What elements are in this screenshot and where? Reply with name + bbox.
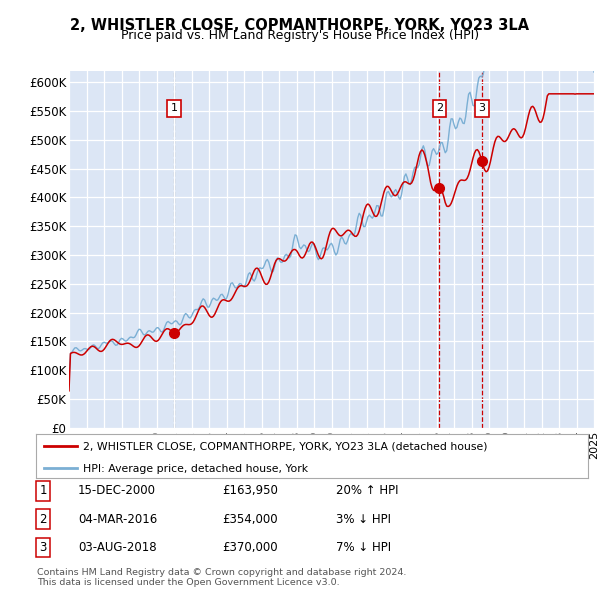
Text: 1: 1	[170, 103, 178, 113]
Text: 2, WHISTLER CLOSE, COPMANTHORPE, YORK, YO23 3LA: 2, WHISTLER CLOSE, COPMANTHORPE, YORK, Y…	[70, 18, 530, 32]
Text: Contains HM Land Registry data © Crown copyright and database right 2024.: Contains HM Land Registry data © Crown c…	[37, 568, 407, 577]
Text: £370,000: £370,000	[222, 541, 278, 554]
Text: 03-AUG-2018: 03-AUG-2018	[78, 541, 157, 554]
Text: This data is licensed under the Open Government Licence v3.0.: This data is licensed under the Open Gov…	[37, 578, 340, 588]
Text: 20% ↑ HPI: 20% ↑ HPI	[336, 484, 398, 497]
Text: 3% ↓ HPI: 3% ↓ HPI	[336, 513, 391, 526]
Text: £163,950: £163,950	[222, 484, 278, 497]
Text: 15-DEC-2000: 15-DEC-2000	[78, 484, 156, 497]
Text: 04-MAR-2016: 04-MAR-2016	[78, 513, 157, 526]
Text: 2: 2	[436, 103, 443, 113]
Text: 2: 2	[40, 513, 47, 526]
Text: 1: 1	[40, 484, 47, 497]
Text: Price paid vs. HM Land Registry's House Price Index (HPI): Price paid vs. HM Land Registry's House …	[121, 30, 479, 42]
Text: £354,000: £354,000	[222, 513, 278, 526]
Text: 3: 3	[40, 541, 47, 554]
Text: HPI: Average price, detached house, York: HPI: Average price, detached house, York	[83, 464, 308, 474]
Text: 2, WHISTLER CLOSE, COPMANTHORPE, YORK, YO23 3LA (detached house): 2, WHISTLER CLOSE, COPMANTHORPE, YORK, Y…	[83, 442, 487, 452]
Text: 3: 3	[479, 103, 485, 113]
Text: 7% ↓ HPI: 7% ↓ HPI	[336, 541, 391, 554]
